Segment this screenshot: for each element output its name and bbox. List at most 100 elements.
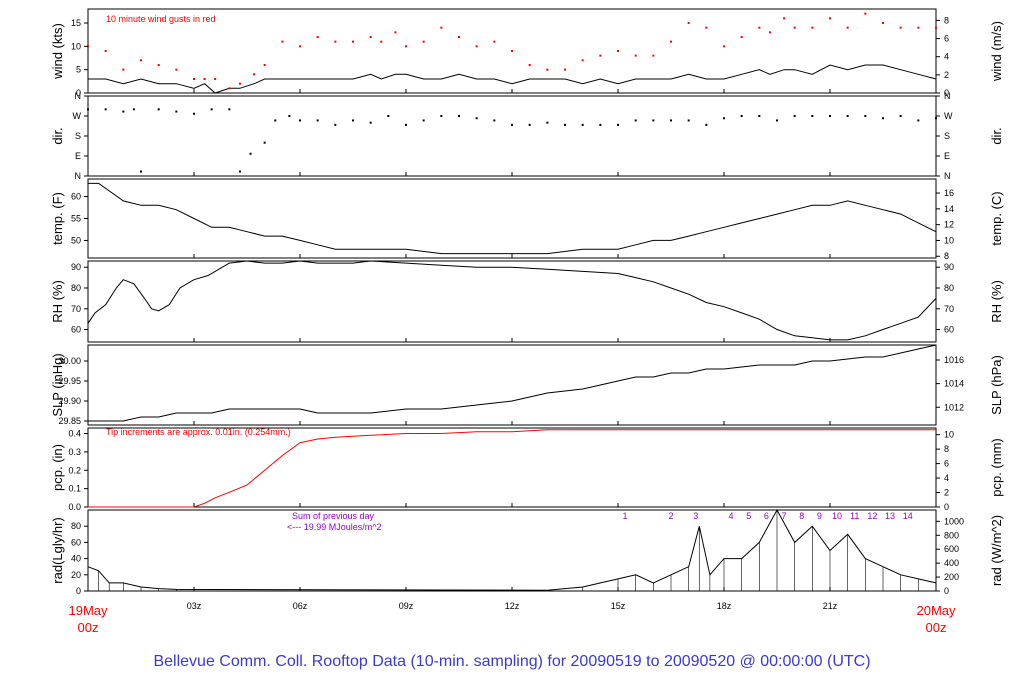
tick-label-left-pcp: 0.2 [68,465,81,475]
tick-label-right-dir: W [944,111,953,121]
rad-hour-mark: 4 [729,511,734,521]
dir-point [274,119,277,122]
dir-point [210,108,213,111]
tick-label-right-pcp: 8 [944,444,949,454]
tick-label-right-dir: N [944,91,951,101]
x-tick-label: 12z [505,601,520,611]
series-line-pcp [88,429,936,508]
series-line-rh [87,260,937,341]
gust-point [334,40,337,43]
gust-point [617,50,619,52]
tick-label-left-rh: 60 [71,325,81,335]
gust-point [670,40,672,43]
ylabel-right-wind: wind (m/s) [989,21,1004,82]
dir-point [581,123,584,126]
tick-label-left-slp: 29.90 [58,396,81,406]
rad-hour-mark: 1 [623,511,628,521]
dir-point [687,119,690,122]
rad-hour-mark: 9 [817,511,822,521]
gust-point [652,54,655,57]
dir-point [316,119,319,122]
dir-point [405,123,407,126]
tick-label-right-pcp: 10 [944,430,954,440]
gust-point [193,78,195,80]
wind-annotation: 10 minute wind gusts in red [106,14,216,24]
tick-label-left-wind: 10 [71,41,81,51]
rad-hour-mark: 6 [764,511,769,521]
dir-point [249,152,252,155]
dir-point [458,115,460,117]
gust-point [740,36,743,38]
dir-point [122,110,125,113]
gust-point [104,50,107,52]
dir-point [528,123,531,126]
dir-point [87,108,89,111]
gust-point [157,64,160,66]
dir-point [299,119,301,122]
rad-hour-mark: 5 [746,511,751,521]
gust-point [899,26,902,29]
gust-point [723,45,725,48]
panel-frame-dir [87,95,937,177]
dir-point [369,121,372,124]
gust-point [793,26,796,29]
panel-frame-rh [87,260,937,343]
gust-point [935,26,937,29]
dir-point [475,117,478,120]
tick-label-right-temp: 10 [944,235,954,245]
tick-label-right-wind: 0 [944,88,949,98]
x-tick-label: 09z [399,601,414,611]
tick-label-right-rad: 200 [944,572,959,582]
gust-point [687,22,690,24]
rad-hour-mark: 14 [903,511,913,521]
tick-label-right-rad: 800 [944,530,959,540]
gust-point [394,31,397,34]
dir-point [670,119,672,122]
dir-point [175,110,178,113]
tick-label-left-dir: E [75,151,81,161]
dir-point [238,170,241,173]
tick-label-left-dir: S [75,131,81,141]
gust-point [564,68,566,71]
ylabel-right-pcp: pcp. (mm) [989,438,1004,497]
gust-point [299,45,301,48]
x-end-date: 20May [916,603,956,618]
series-line-temp [88,182,937,255]
tick-label-right-rad: 600 [944,544,959,554]
tick-label-left-pcp: 0.1 [68,484,81,494]
ylabel-left-dir: dir. [50,127,65,144]
tick-label-right-wind: 6 [944,34,949,44]
gust-point [458,36,460,38]
tick-label-left-rad: 20 [71,570,81,580]
gust-point [422,40,425,43]
dir-point [511,123,513,126]
ylabel-right-slp: SLP (hPa) [989,355,1004,415]
tick-label-right-temp: 16 [944,188,954,198]
tick-label-left-wind: 0 [76,88,81,98]
ylabel-right-rh: RH (%) [989,280,1004,323]
axis-ticks: 05101502468NESWNNESWN5055608101214166070… [58,15,964,611]
tick-label-right-dir: N [944,171,951,181]
tick-label-left-rh: 70 [71,304,81,314]
gust-point [228,87,231,90]
tick-label-left-slp: 29.95 [58,376,81,386]
series-line-wind [88,64,937,94]
tick-label-left-dir: N [75,171,82,181]
gust-point [369,36,372,38]
tick-label-right-pcp: 6 [944,459,949,469]
tick-label-left-slp: 30.00 [58,356,81,366]
panel-frame-rad [87,509,937,592]
x-tick-label: 15z [611,601,626,611]
dir-point [846,115,849,117]
tick-label-right-slp: 1012 [944,402,964,412]
tick-label-right-rh: 60 [944,325,954,335]
panel-frame-pcp [87,427,937,508]
ylabel-left-rh: RH (%) [50,280,65,323]
gust-point [705,26,708,29]
gust-point [405,45,407,48]
tick-label-left-rad: 40 [71,554,81,564]
ylabel-left-slp: SLP (inHg) [50,353,65,416]
dir-point [634,119,637,122]
tick-label-right-dir: E [944,151,950,161]
